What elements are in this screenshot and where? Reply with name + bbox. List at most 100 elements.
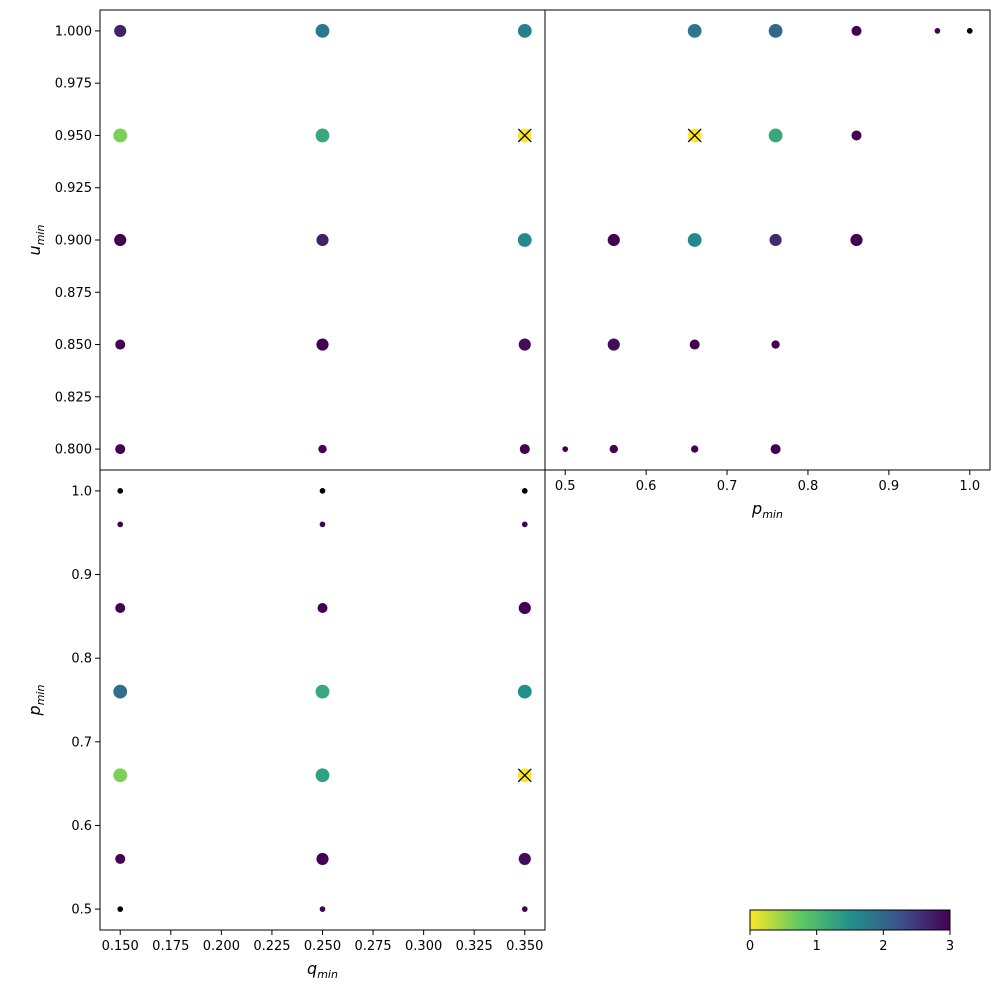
x-tick-label: 0.175 bbox=[152, 939, 189, 954]
scatter-point bbox=[115, 853, 126, 864]
scatter-point bbox=[769, 233, 782, 247]
scatter-point bbox=[770, 444, 781, 455]
scatter-point bbox=[607, 233, 620, 247]
scatter-point bbox=[317, 602, 328, 614]
scatter-point bbox=[771, 340, 780, 349]
scatter-point bbox=[768, 24, 783, 38]
scatter-point bbox=[316, 852, 329, 865]
scatter-point bbox=[319, 521, 326, 528]
scatter-point bbox=[521, 521, 528, 528]
scatter-point bbox=[117, 906, 124, 912]
y-tick-label: 0.6 bbox=[71, 819, 92, 834]
best-marker bbox=[517, 128, 532, 143]
scatter-point bbox=[609, 444, 618, 454]
scatter-point bbox=[689, 339, 700, 350]
y-tick-label: 0.5 bbox=[71, 903, 92, 918]
x-tick-label: 0.9 bbox=[879, 479, 900, 494]
scatter-point bbox=[518, 338, 531, 351]
scatter-point bbox=[607, 338, 620, 351]
scatter-point bbox=[517, 684, 532, 699]
x-tick-label: 0.200 bbox=[203, 939, 240, 954]
scatter-point bbox=[691, 445, 699, 453]
scatter-point bbox=[315, 128, 330, 143]
scatter-point bbox=[850, 233, 863, 247]
y-tick-label: 1.0 bbox=[71, 484, 92, 499]
scatter-point bbox=[315, 684, 330, 699]
y-tick-label: 0.950 bbox=[55, 129, 92, 144]
y-tick-label: 0.9 bbox=[71, 568, 92, 583]
scatter-point bbox=[517, 24, 532, 38]
scatter-point bbox=[117, 488, 124, 494]
panel-top-left: 0.800 0.825 0.850 0.875 0.900 0.925 0.950 0.975… bbox=[25, 9, 546, 471]
colorbar-tick-label: 2 bbox=[879, 939, 887, 954]
y-tick-label: 1.000 bbox=[55, 24, 92, 39]
scatter-point bbox=[687, 24, 702, 38]
scatter-point bbox=[114, 24, 127, 37]
scatter-point bbox=[519, 444, 530, 455]
x-axis-label: qmin bbox=[307, 959, 338, 981]
y-axis-label: pmin bbox=[25, 685, 47, 717]
scatter-point bbox=[316, 338, 329, 351]
panel-top-right: 0.5 0.6 0.7 0.8 0.9 1.0 pmin bbox=[544, 9, 991, 521]
y-tick-label: 0.875 bbox=[55, 286, 92, 301]
x-tick-label: 0.300 bbox=[405, 939, 442, 954]
scatter-point bbox=[319, 906, 326, 912]
y-tick-label: 0.7 bbox=[71, 735, 92, 750]
scatter-point bbox=[113, 128, 128, 143]
x-axis-label: pmin bbox=[751, 499, 783, 521]
x-tick-label: 0.5 bbox=[555, 479, 576, 494]
scatter-point bbox=[319, 488, 326, 494]
x-tick-label: 0.275 bbox=[354, 939, 391, 954]
scatter-point bbox=[315, 768, 330, 783]
scatter-point bbox=[115, 339, 126, 350]
scatter-point bbox=[318, 444, 327, 454]
scatter-point bbox=[113, 684, 128, 699]
x-tick-label: 0.250 bbox=[304, 939, 341, 954]
colorbar-gradient bbox=[749, 909, 951, 931]
scatter-point bbox=[518, 852, 531, 865]
y-tick-label: 0.825 bbox=[55, 390, 92, 405]
panel-frame bbox=[544, 9, 991, 471]
x-tick-label: 0.350 bbox=[506, 939, 543, 954]
scatter-point bbox=[117, 521, 124, 528]
y-tick-label: 0.850 bbox=[55, 338, 92, 353]
scatter-point bbox=[562, 446, 569, 452]
scatter-point bbox=[517, 233, 532, 247]
colorbar: 0 1 2 3 bbox=[746, 909, 954, 954]
x-tick-label: 0.6 bbox=[636, 479, 657, 494]
colorbar-tick-label: 1 bbox=[813, 939, 821, 954]
best-marker bbox=[517, 768, 532, 783]
scatter-point bbox=[687, 233, 702, 247]
scatter-point bbox=[934, 28, 941, 34]
scatter-point bbox=[315, 24, 330, 38]
scatter-point bbox=[768, 128, 783, 143]
x-tick-label: 0.150 bbox=[102, 939, 139, 954]
y-axis-label: umin bbox=[25, 225, 47, 256]
best-marker bbox=[687, 128, 702, 143]
x-tick-label: 0.8 bbox=[798, 479, 819, 494]
x-tick-label: 0.7 bbox=[717, 479, 738, 494]
scatter-point bbox=[115, 444, 126, 455]
x-tick-label: 0.225 bbox=[253, 939, 290, 954]
scatter-point bbox=[518, 601, 531, 615]
scatter-point bbox=[521, 906, 528, 912]
y-tick-label: 0.800 bbox=[55, 443, 92, 458]
colorbar-tick-label: 3 bbox=[946, 939, 954, 954]
scatter-point bbox=[115, 602, 126, 614]
x-tick-label: 1.0 bbox=[959, 479, 980, 494]
scatter-point bbox=[521, 488, 528, 494]
x-tick-label: 0.325 bbox=[456, 939, 493, 954]
y-tick-label: 0.975 bbox=[55, 77, 92, 92]
scatter-point bbox=[851, 130, 862, 141]
y-tick-label: 0.900 bbox=[55, 234, 92, 249]
panel-bottom-left: 0.5 0.6 0.7 0.8 0.9 1.0 0.150 0.175 0.200 0.225 0.… bbox=[25, 469, 546, 981]
scatter-point bbox=[966, 28, 973, 34]
scatter-point bbox=[851, 25, 862, 36]
y-tick-label: 0.8 bbox=[71, 652, 92, 667]
scatter-point bbox=[113, 768, 128, 783]
y-tick-label: 0.925 bbox=[55, 181, 92, 196]
scatter-point bbox=[316, 233, 329, 247]
colorbar-tick-label: 0 bbox=[746, 939, 754, 954]
scatter-point bbox=[114, 233, 127, 247]
